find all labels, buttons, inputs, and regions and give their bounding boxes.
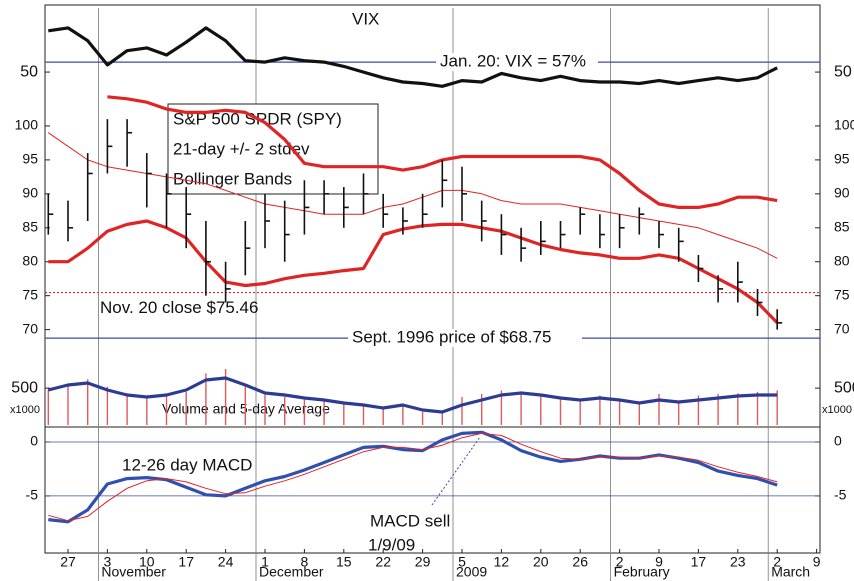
y-tick-label: 50 xyxy=(20,63,38,80)
unit-label: x1000 xyxy=(822,404,852,416)
frame xyxy=(44,4,821,554)
month-label: February xyxy=(614,564,670,580)
x-tick-label: 24 xyxy=(218,554,234,570)
box-line: Bollinger Bands xyxy=(173,169,292,188)
label-bg xyxy=(348,329,582,348)
macd-annotation: 1/9/09 xyxy=(368,535,415,554)
reference-label: Nov. 20 close $75.46 xyxy=(100,298,258,317)
x-tick-label: 8 xyxy=(301,554,309,570)
text-box xyxy=(167,103,379,195)
x-tick-label: 9 xyxy=(655,554,663,570)
series-line xyxy=(48,219,779,324)
y-tick-label: 85 xyxy=(834,218,850,234)
x-tick-label: 1 xyxy=(261,554,269,570)
unit-label: x1000 xyxy=(10,404,40,416)
x-tick-label: 20 xyxy=(533,554,549,570)
y-tick-label: 100 xyxy=(15,117,39,133)
y-tick-label: 75 xyxy=(834,286,850,302)
y-tick-label: 500 xyxy=(11,379,38,396)
x-tick-label: 3 xyxy=(104,554,112,570)
y-tick-label: 90 xyxy=(834,185,850,201)
series-line xyxy=(48,430,778,524)
y-tick-label: 90 xyxy=(22,185,38,201)
leader-line xyxy=(431,436,481,506)
x-tick-label: 2 xyxy=(773,554,781,570)
reference-label: Sept. 1996 price of $68.75 xyxy=(352,328,551,347)
vix-title: VIX xyxy=(352,9,379,28)
y-tick-label: 70 xyxy=(22,320,38,336)
box-line: 21-day +/- 2 stdev xyxy=(173,139,310,158)
y-tick-label: -5 xyxy=(26,487,39,503)
label-bg xyxy=(436,53,598,72)
month-label: 2009 xyxy=(456,564,487,580)
x-tick-label: 17 xyxy=(691,554,707,570)
macd-annotation: 12-26 day MACD xyxy=(122,455,252,474)
x-tick-label: 17 xyxy=(178,554,194,570)
series-line xyxy=(47,376,778,414)
x-tick-label: 5 xyxy=(458,554,466,570)
y-tick-label: 75 xyxy=(22,286,38,302)
x-tick-label: 23 xyxy=(730,554,746,570)
x-tick-label: 10 xyxy=(139,554,155,570)
x-tick-label: 26 xyxy=(572,554,588,570)
series-line xyxy=(48,26,778,88)
x-tick-label: 27 xyxy=(60,554,76,570)
y-tick-label: 0 xyxy=(30,433,38,449)
volume-annotation: Volume and 5-day Average xyxy=(162,401,330,417)
reference-label: Jan. 20: VIX = 57% xyxy=(440,52,586,71)
macd-annotation: MACD sell xyxy=(370,511,450,530)
y-tick-label: 100 xyxy=(834,117,854,133)
x-tick-label: 2 xyxy=(616,554,624,570)
x-tick-label: 9 xyxy=(813,554,821,570)
x-tick-label: 15 xyxy=(336,554,352,570)
month-label: December xyxy=(259,564,324,580)
x-tick-label: 12 xyxy=(494,554,510,570)
month-label: March xyxy=(771,564,810,580)
y-tick-label: 70 xyxy=(834,320,850,336)
y-tick-label: 0 xyxy=(834,433,842,449)
series-line xyxy=(48,132,778,259)
y-tick-label: 80 xyxy=(22,252,38,268)
y-tick-label: -5 xyxy=(834,487,847,503)
y-tick-label: 80 xyxy=(834,252,850,268)
series-line xyxy=(48,432,778,522)
y-tick-label: 50 xyxy=(834,63,852,80)
y-tick-label: 95 xyxy=(834,151,850,167)
y-tick-label: 85 xyxy=(22,218,38,234)
y-tick-label: 95 xyxy=(22,151,38,167)
x-tick-label: 29 xyxy=(415,554,431,570)
x-tick-label: 22 xyxy=(375,554,391,570)
y-tick-label: 500 xyxy=(834,379,854,396)
month-label: November xyxy=(101,564,166,580)
